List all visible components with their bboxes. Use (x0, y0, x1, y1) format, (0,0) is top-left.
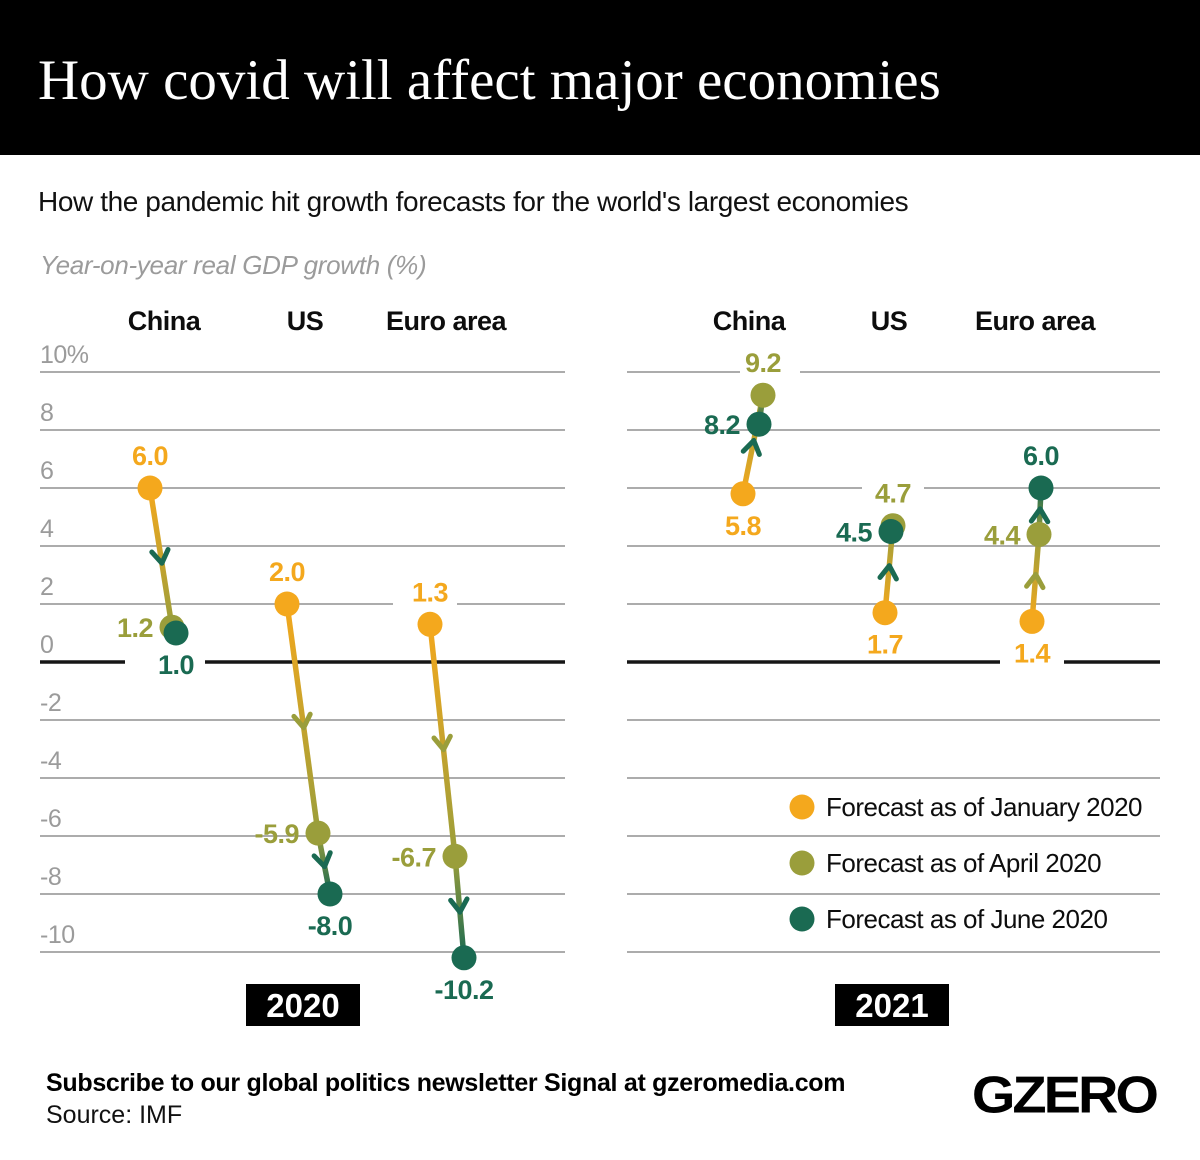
year-badge (835, 984, 949, 1026)
year-badge-label: 2021 (855, 987, 928, 1024)
gzero-logo: GZERO (971, 1064, 1159, 1124)
chart-subtitle: How the pandemic hit growth forecasts fo… (38, 186, 909, 217)
value-label: 1.2 (117, 613, 153, 643)
legend-swatch-april (789, 850, 815, 876)
legend-swatch-june (789, 906, 815, 932)
trend-segment-apr-jun (452, 856, 467, 959)
year-badge-label: 2020 (266, 987, 339, 1024)
forecast-dot-april (1026, 521, 1052, 547)
legend-swatch-january (789, 794, 815, 820)
newsletter-callout: Subscribe to our global politics newslet… (46, 1069, 846, 1097)
forecast-dot-january (417, 611, 443, 637)
value-label: 4.4 (984, 520, 1021, 550)
arrowhead (149, 549, 165, 566)
masthead-bar: How covid will affect major economies (0, 0, 1200, 155)
y-tick-label: -4 (40, 747, 62, 775)
legend-label: Forecast as of January 2020 (826, 792, 1142, 822)
value-label: 6.0 (132, 441, 168, 471)
y-tick-label: 8 (40, 399, 53, 427)
column-header: Euro area (975, 306, 1097, 336)
forecast-dot-january (730, 481, 756, 507)
y-tick-label: -8 (40, 863, 61, 891)
value-label: 4.5 (836, 518, 873, 548)
arrowhead (291, 713, 307, 731)
forecast-dot-january (1019, 608, 1045, 634)
forecast-dot-january (274, 591, 300, 617)
value-label: 1.0 (158, 650, 194, 680)
value-label: -5.9 (254, 819, 299, 849)
trend-segment-jan-apr (147, 487, 175, 628)
value-label: 6.0 (1023, 441, 1059, 471)
legend-label: Forecast as of June 2020 (826, 904, 1107, 934)
arrowhead (448, 897, 463, 915)
legend-label: Forecast as of April 2020 (826, 848, 1101, 878)
y-tick-label: 6 (40, 457, 53, 485)
value-label: 5.8 (725, 511, 762, 541)
forecast-dot-january (137, 475, 163, 501)
value-label: -6.7 (391, 842, 436, 872)
trend-segment-jan-apr (284, 603, 321, 834)
y-tick-label: 10% (40, 341, 89, 369)
forecast-dot-june (878, 519, 904, 544)
y-tick-label: 2 (40, 573, 53, 601)
forecast-dot-january (872, 600, 898, 626)
page-title: How covid will affect major economies (38, 49, 941, 112)
column-header: US (871, 306, 908, 336)
forecast-dot-june (317, 881, 343, 907)
value-label: -8.0 (308, 911, 353, 941)
value-label: 1.4 (1014, 638, 1051, 668)
value-label: 2.0 (269, 557, 305, 587)
y-tick-label: 4 (40, 515, 54, 543)
value-label: 8.2 (704, 410, 740, 440)
forecast-dot-june (163, 620, 189, 646)
source-credit: Source: IMF (46, 1101, 183, 1129)
y-tick-label: 0 (40, 631, 53, 659)
forecast-dot-june (746, 411, 772, 437)
column-header: China (128, 306, 202, 336)
column-header: Euro area (386, 306, 508, 336)
value-label: 9.2 (745, 348, 781, 378)
arrowhead (1037, 506, 1051, 525)
y-axis-unit-note: Year-on-year real GDP growth (%) (40, 250, 427, 280)
y-tick-label: -2 (40, 689, 61, 717)
forecast-dot-april (305, 820, 331, 846)
year-badge (246, 984, 360, 1026)
trend-segment-jan-apr (427, 624, 458, 857)
y-tick-label: -10 (40, 921, 75, 949)
arrowhead (1033, 571, 1046, 591)
column-header: China (713, 306, 787, 336)
value-label: -10.2 (434, 975, 493, 1005)
column-header: US (287, 306, 324, 336)
forecast-dot-june (1028, 475, 1054, 501)
forecast-dot-april (750, 382, 776, 408)
y-tick-label: -6 (40, 805, 61, 833)
arrowhead (431, 735, 446, 753)
value-label: 4.7 (875, 479, 911, 509)
arrowhead (311, 853, 328, 870)
value-label: 1.3 (412, 577, 449, 607)
forecast-dot-june (451, 945, 477, 971)
arrowhead (886, 563, 899, 582)
arrowhead (751, 438, 762, 457)
forecast-dot-april (442, 843, 468, 869)
value-label: 1.7 (867, 630, 903, 660)
